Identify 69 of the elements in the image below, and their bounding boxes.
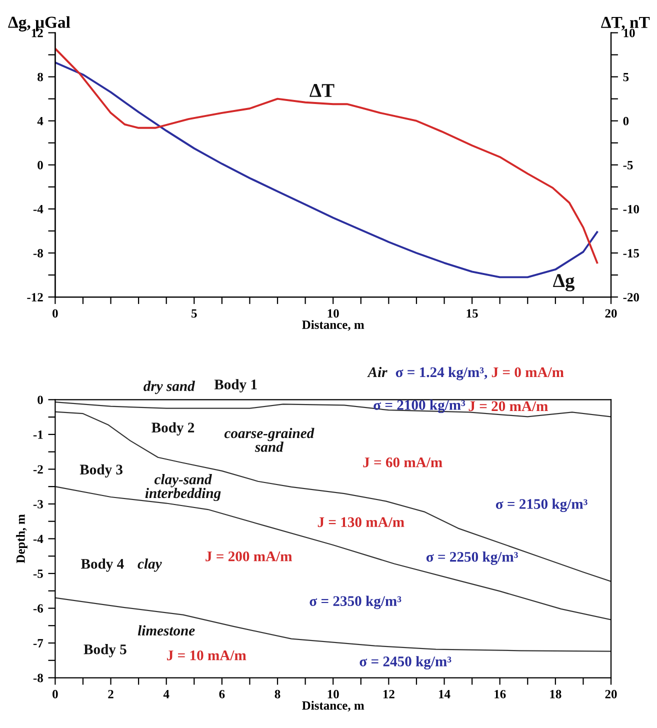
x-axis-title: Distance, m <box>302 700 364 712</box>
annotation: σ = 2250 kg/m³ <box>426 552 518 565</box>
x-tick-label: 20 <box>605 309 617 318</box>
y-tick-label: -6 <box>33 604 44 613</box>
y2-tick-label: -20 <box>623 293 639 302</box>
x-tick-label: 14 <box>439 690 450 698</box>
annotation: Body 3 <box>80 464 122 478</box>
annotation: coarse-grained sand <box>224 428 314 452</box>
text: Body 1 <box>214 379 257 392</box>
annotation: σ = 2150 kg/m³ <box>496 498 588 512</box>
annotation: J = 20 mA/m <box>468 401 548 412</box>
y-tick-label: 8 <box>38 72 43 82</box>
x-tick-label: 8 <box>274 690 280 698</box>
line-series <box>55 486 612 620</box>
y-tick-label: -4 <box>33 205 44 214</box>
x-tick-label: 10 <box>328 309 339 318</box>
y-tick-label: -1 <box>33 430 43 439</box>
annotation: J = 10 mA/m <box>167 650 246 660</box>
y2-tick-label: -10 <box>623 204 639 214</box>
x-tick-label: 15 <box>466 309 478 318</box>
line-series <box>55 402 612 418</box>
y2-tick-label: -15 <box>623 249 640 258</box>
y-tick-label: -7 <box>33 639 44 648</box>
y-tick-label: -3 <box>33 500 43 508</box>
y2-tick-label: 10 <box>624 28 635 38</box>
line-series <box>55 411 612 582</box>
annotation: σ = 2100 kg/m³ <box>374 400 466 414</box>
text: σ = 1.24 kg/m³, <box>396 366 488 380</box>
annotation: limestone <box>138 625 195 636</box>
annotation: clay <box>138 558 162 572</box>
x-tick-label: 4 <box>163 690 170 698</box>
x-tick-label: 20 <box>605 690 617 698</box>
annotation: σ = 2450 kg/m³ <box>360 656 452 670</box>
annotation: J = 60 mA/m <box>363 457 442 468</box>
series-label: Δg <box>553 274 575 292</box>
y-tick-label: -12 <box>27 293 43 302</box>
annotation: σ = 2350 kg/m³ <box>310 596 402 610</box>
y-tick-label: -2 <box>33 465 43 474</box>
y-tick-label: -8 <box>33 674 43 682</box>
y-tick-label: 0 <box>38 396 43 404</box>
x-tick-label: 0 <box>52 690 58 698</box>
y-tick-label: -8 <box>33 249 43 258</box>
x-tick-label: 5 <box>192 309 197 318</box>
annotation: clay-sand interbedding <box>145 474 221 502</box>
x-tick-label: 6 <box>219 690 225 698</box>
y2-tick-label: 5 <box>623 72 629 82</box>
annotation: J = 200 mA/m <box>206 551 292 562</box>
x-tick-label: 10 <box>328 690 339 698</box>
x-tick-label: 18 <box>550 690 562 698</box>
x-tick-label: 0 <box>52 309 58 318</box>
y-tick-label: 0 <box>38 160 43 170</box>
y-tick-label: 4 <box>37 116 44 126</box>
y-tick-label: -4 <box>33 534 44 544</box>
y2-tick-label: 0 <box>623 116 629 126</box>
x-axis-title: Distance, m <box>302 320 364 331</box>
x-tick-label: 16 <box>494 690 506 698</box>
annotation: Body 2 <box>152 422 194 436</box>
text: J = 0 mA/m <box>492 367 564 378</box>
annotation: Body 4 <box>80 558 124 572</box>
annotation: J = 130 mA/m <box>318 517 404 528</box>
y2-tick-label: -5 <box>623 161 633 170</box>
text: dry sand <box>144 380 196 394</box>
x-tick-label: 12 <box>383 690 394 698</box>
text: Air <box>367 366 388 378</box>
x-tick-label: 2 <box>108 690 114 698</box>
annotation: Body 5 <box>84 644 126 658</box>
y-tick-label: -5 <box>33 570 43 578</box>
series-label: ΔT <box>310 84 334 97</box>
y-axis-title: Depth, m <box>16 514 28 564</box>
